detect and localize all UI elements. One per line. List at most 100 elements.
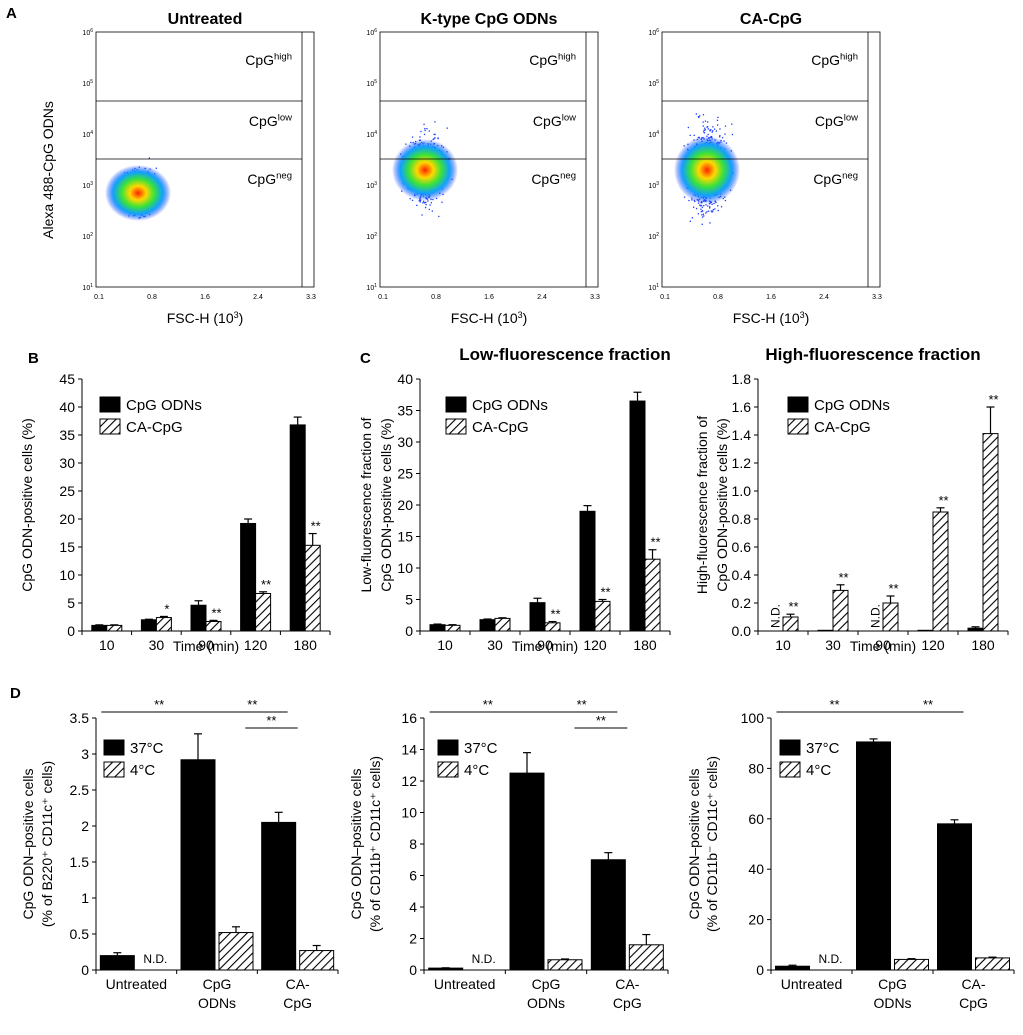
y-tick-label: 6 [409,868,417,884]
y-tick-label: 100 [741,710,765,726]
x-tick-label: Untreated [781,976,842,992]
y-tick-label: 0.5 [70,926,90,942]
gate-label: CpGhigh [245,51,292,68]
y-tick-label: 1.0 [732,483,752,499]
y-tick-label: 2 [409,931,417,947]
y-tick-label: 35 [59,427,75,443]
bar-series1 [937,823,972,971]
flow-xtick: 2.4 [253,294,263,301]
bar-series2 [628,944,664,971]
bar-series1 [180,759,216,971]
y-tick-label: 20 [59,511,75,527]
y-tick-label: 1.8 [732,371,752,387]
significance-mark: ** [888,581,898,596]
flow-ytick: 102 [366,232,377,241]
bar-series1 [261,821,297,971]
x-axis-label: Time (min) [173,638,239,654]
legend-label: 37°C [130,740,164,757]
bar-series1 [140,619,157,632]
bar-series2 [932,511,949,632]
gate-label: CpGlow [249,112,292,129]
chart-d-cd11b-pos-cd11c: 0 2 4 6 8 10 12 14 16 Untreated CpG ODNs CA- CpG CpG O… [348,697,669,1011]
significance-mark: ** [650,535,660,550]
significance-mark: ** [261,577,271,592]
flow-plot: Untreated CpGhigh CpGlow CpGneg 0.1 0.8 1.6 2.4… [82,11,316,326]
gate-label: CpGneg [247,170,292,187]
legend-label: CpG ODNs [814,397,890,414]
y-axis-label: Low-fluorescence fraction of [358,417,374,592]
y-axis-label: CpG ODN-positive cells (%) [19,418,35,591]
bar-series2 [594,600,611,632]
chart-title: High-fluorescence fraction [765,345,980,364]
bar-series2 [544,622,561,632]
bar-series1 [91,624,108,632]
y-tick-label: 40 [748,861,764,877]
flow-ytick: 101 [366,283,377,292]
bar-series1 [429,624,446,632]
y-tick-label: 1.5 [70,854,90,870]
y-tick-label: 3.5 [70,710,90,726]
nd-label: N.D. [143,952,167,966]
flow-xtick: 3.3 [306,294,316,301]
legend-swatch [779,761,801,778]
significance-mark: ** [988,392,998,407]
legend-label: CA-CpG [814,419,871,436]
bar-series2 [218,932,254,971]
x-tick-label: 10 [99,637,115,653]
y-tick-label: 0.0 [732,623,752,639]
flow-plot: K-type CpG ODNs CpGhigh CpGlow CpGneg 0.1 0.8… [366,11,600,326]
x-tick-label: 30 [149,637,165,653]
y-tick-label: 80 [748,760,764,776]
x-axis-label: Time (min) [512,638,578,654]
y-tick-label: 1.6 [732,399,752,415]
y-axis-label: CpG ODN-positive cells (%) [378,418,394,591]
x-tick-label: CA- [961,976,985,992]
y-axis-label: CpG ODN-positive cells (%) [714,418,730,591]
bar-series1 [775,965,810,971]
gate-label: CpGneg [531,170,576,187]
flow-xtick: 3.3 [590,294,600,301]
flow-density-core [392,139,458,201]
flow-plot-frame [95,31,315,288]
bar-series2 [982,433,999,632]
bar-series1 [190,604,207,632]
y-tick-label: 0 [409,962,417,978]
bar-series2 [106,624,123,632]
x-tick-label: ODNs [198,995,236,1011]
y-tick-label: 10 [59,567,75,583]
y-tick-label: 2 [81,818,89,834]
x-tick-label: 120 [244,637,268,653]
legend-swatch [779,739,801,756]
legend-swatch [445,418,467,435]
flow-plot-frame [379,31,599,288]
bar-series2 [299,950,335,971]
legend-swatch [787,418,809,435]
y-tick-label: 60 [748,811,764,827]
flow-xlabel: FSC-H (103) [451,310,528,326]
y-tick-label: 1.4 [732,427,752,443]
x-tick-label: ODNs [527,995,565,1011]
nd-label: N.D. [472,952,496,966]
x-tick-label: 30 [825,637,841,653]
x-tick-label: CpG [878,976,907,992]
legend-label: CpG ODNs [472,397,548,414]
panel-letter-a: A [6,5,17,22]
nd-label: N.D. [819,952,843,966]
significance-mark: ** [600,585,610,600]
significance-mark: ** [923,697,933,712]
y-tick-label: 0 [405,623,413,639]
x-tick-label: CpG [283,995,312,1011]
bar-series1 [856,741,891,971]
bar-series2 [644,558,661,632]
significance-mark: ** [788,599,798,614]
flow-ytick: 101 [82,283,93,292]
flow-xtick: 0.8 [147,294,157,301]
legend-label: CA-CpG [126,419,183,436]
y-tick-label: 0.2 [732,595,752,611]
significance-mark: ** [838,570,848,585]
y-tick-label: 30 [59,455,75,471]
bar-series2 [205,620,222,632]
flow-cytometry-panels: Untreated CpGhigh CpGlow CpGneg 0.1 0.8 1.6 2.4… [82,11,882,326]
legend-label: 37°C [464,740,498,757]
